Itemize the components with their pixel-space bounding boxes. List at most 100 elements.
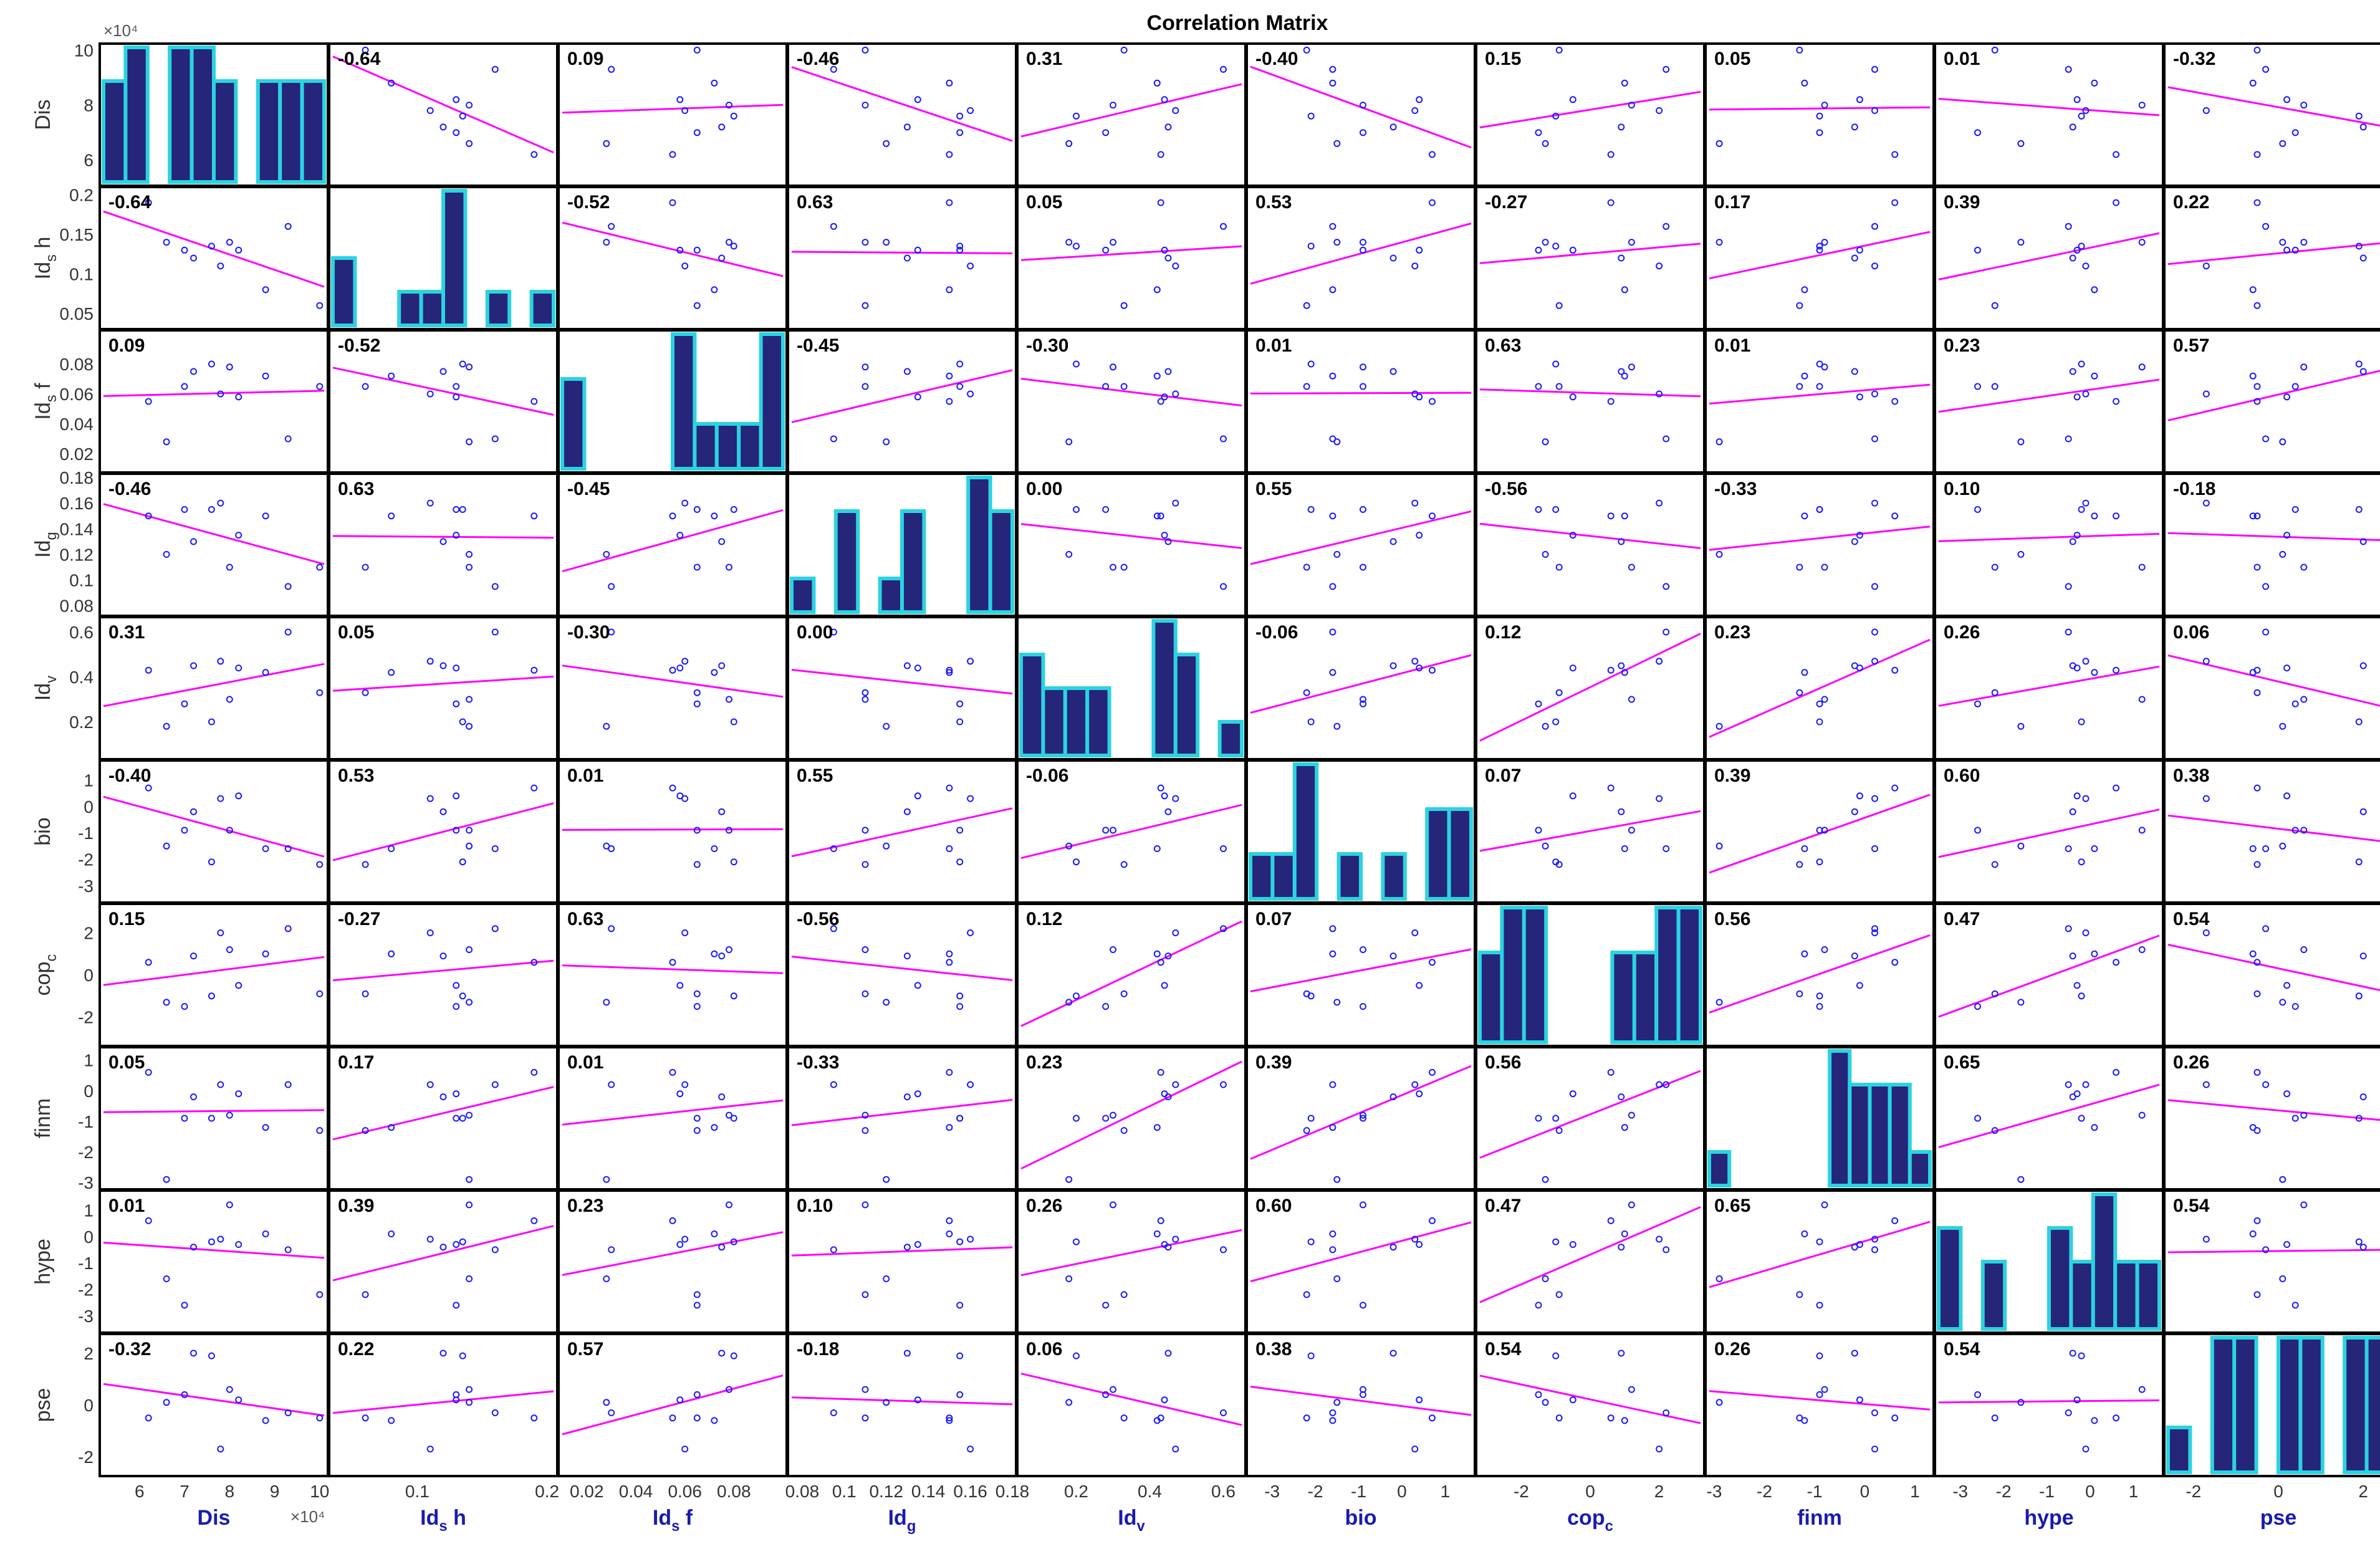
y-tick-label: 0.2 [69, 712, 94, 732]
scatter-point [262, 286, 269, 294]
scatter-point [603, 239, 610, 246]
scatter-point [1389, 254, 1397, 262]
column-label-7: finm [1797, 1506, 1842, 1530]
scatter-point [956, 1115, 964, 1122]
scatter-point [681, 499, 689, 507]
histogram-bar [900, 509, 926, 614]
histogram-bar [833, 509, 860, 614]
histogram-bar [2166, 1426, 2192, 1474]
scatter-point [491, 1081, 499, 1088]
scatter-point [2283, 96, 2291, 103]
scatter-point [2283, 1090, 2291, 1098]
row-label-6: copc [31, 954, 60, 996]
histogram-bar [2364, 1336, 2380, 1474]
scatter-point [426, 107, 434, 114]
scatter-point [711, 1417, 718, 1424]
scatter-point [163, 239, 170, 246]
scatter-point [1555, 1127, 1563, 1134]
fit-line [2167, 242, 2380, 266]
correlation-value: -0.18 [797, 1339, 839, 1360]
scatter-point [1821, 827, 1828, 834]
scatter-point [145, 1414, 152, 1422]
scatter-point [1871, 1446, 1878, 1453]
scatter-point [466, 722, 473, 730]
scatter-point [1389, 952, 1397, 960]
panel-6-9: 0.54 [2163, 903, 2380, 1047]
scatter-point [1856, 532, 1863, 539]
scatter-point [1816, 1003, 1823, 1010]
scatter-point [2113, 151, 2120, 158]
scatter-point [1220, 435, 1227, 443]
correlation-value: 0.07 [1255, 909, 1292, 929]
histogram-bar [1292, 762, 1319, 901]
histogram-bar [2047, 1226, 2073, 1331]
scatter-point [1656, 390, 1663, 398]
correlation-value: -0.52 [338, 335, 380, 356]
scatter-point [2082, 107, 2090, 114]
correlation-value: 0.10 [797, 1196, 833, 1216]
correlation-value: 0.15 [1485, 49, 1521, 69]
scatter-point [262, 845, 269, 852]
scatter-point [2300, 827, 2308, 834]
column-label-9: pse [2260, 1506, 2297, 1530]
scatter-point [1816, 1302, 1823, 1309]
scatter-point [1628, 696, 1635, 703]
panel-0-2: 0.09 [557, 42, 788, 187]
scatter-point [1991, 46, 1999, 54]
y-tick-label: 0.06 [60, 385, 94, 404]
scatter-point [262, 1124, 269, 1131]
y-tick-label: 0.2 [69, 185, 94, 204]
histogram-bar [2113, 1260, 2139, 1331]
scatter-point [1628, 563, 1635, 571]
scatter-point [2262, 65, 2270, 73]
scatter-point [163, 1275, 170, 1282]
scatter-point [1856, 664, 1863, 672]
scatter-point [730, 718, 737, 726]
scatter-point [861, 302, 869, 309]
scatter-point [1411, 1446, 1419, 1453]
fit-line [1020, 920, 1242, 1027]
scatter-point [362, 1291, 369, 1298]
scatter-point [2202, 1081, 2210, 1088]
panel-7-7 [1704, 1046, 1935, 1191]
row-label-7: finm [31, 1098, 55, 1138]
scatter-point [1974, 1003, 1981, 1010]
fit-line [1020, 803, 1242, 860]
scatter-point [1621, 845, 1628, 852]
scatter-point [1333, 140, 1341, 147]
scatter-point [530, 1414, 538, 1422]
fit-line [1020, 523, 1242, 549]
scatter-point [1333, 239, 1341, 246]
scatter-point [1656, 107, 1663, 114]
scatter-point [284, 1409, 292, 1416]
scatter-point [466, 1399, 473, 1406]
fit-line [2167, 370, 2380, 421]
scatter-point [681, 1446, 689, 1453]
scatter-point [226, 1386, 233, 1393]
scatter-point [608, 1409, 615, 1416]
scatter-point [2283, 982, 2291, 989]
scatter-point [2249, 669, 2257, 676]
scatter-point [1569, 246, 1576, 254]
correlation-value: 0.54 [1944, 1339, 1980, 1360]
scatter-point [1871, 583, 1878, 590]
scatter-point [1801, 286, 1808, 294]
scatter-point [1851, 1244, 1858, 1251]
scatter-point [2253, 1127, 2261, 1134]
x-tick-label: 0.1 [832, 1482, 857, 1501]
scatter-point [2065, 435, 2072, 443]
scatter-point [1618, 1350, 1625, 1357]
scatter-point [861, 861, 869, 868]
scatter-point [1821, 363, 1828, 371]
scatter-point [2262, 583, 2270, 590]
histogram-bar [2343, 1336, 2369, 1474]
histogram-bar [190, 46, 216, 184]
scatter-point [693, 563, 701, 571]
scatter-point [226, 1201, 233, 1209]
scatter-point [669, 199, 676, 206]
x-tick-label: 0 [1860, 1482, 1870, 1501]
scatter-point [681, 262, 689, 270]
histogram-bar [966, 476, 992, 614]
scatter-point [1164, 1350, 1172, 1357]
